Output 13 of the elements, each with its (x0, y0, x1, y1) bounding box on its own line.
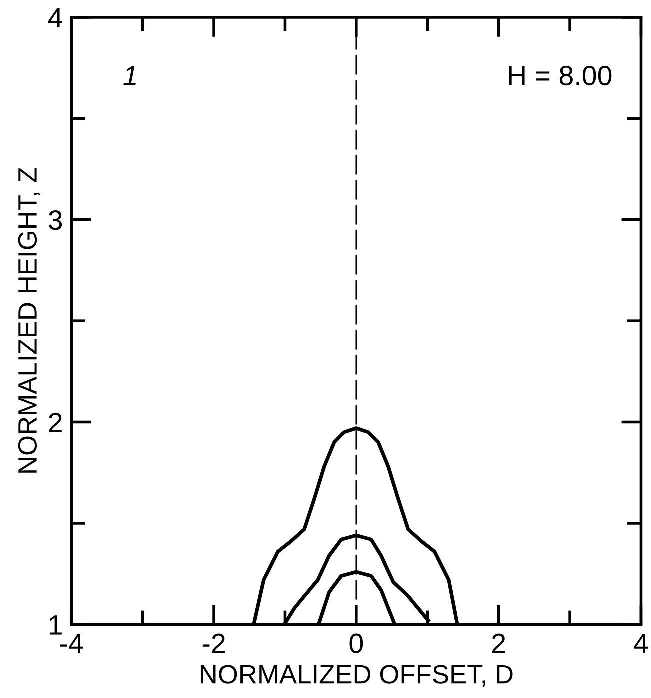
x-tick-label: -4 (60, 634, 84, 654)
annotation: 1 (124, 66, 136, 86)
y-tick-label: 3 (48, 210, 62, 230)
x-tick-label: 4 (634, 634, 648, 654)
annotation: H = 8.00 (509, 66, 612, 86)
x-tick-label: -2 (202, 634, 225, 654)
y-tick-label: 2 (49, 412, 62, 432)
y-tick-label: 1 (50, 616, 62, 635)
y-tick-label: 4 (48, 8, 62, 28)
x-tick-label: 0 (350, 634, 364, 654)
x-tick-label: 2 (492, 634, 506, 654)
y-axis-title: NORMALIZED HEIGHT, Z (18, 168, 40, 473)
x-axis-title: NORMALIZED OFFSET, D (200, 665, 513, 687)
